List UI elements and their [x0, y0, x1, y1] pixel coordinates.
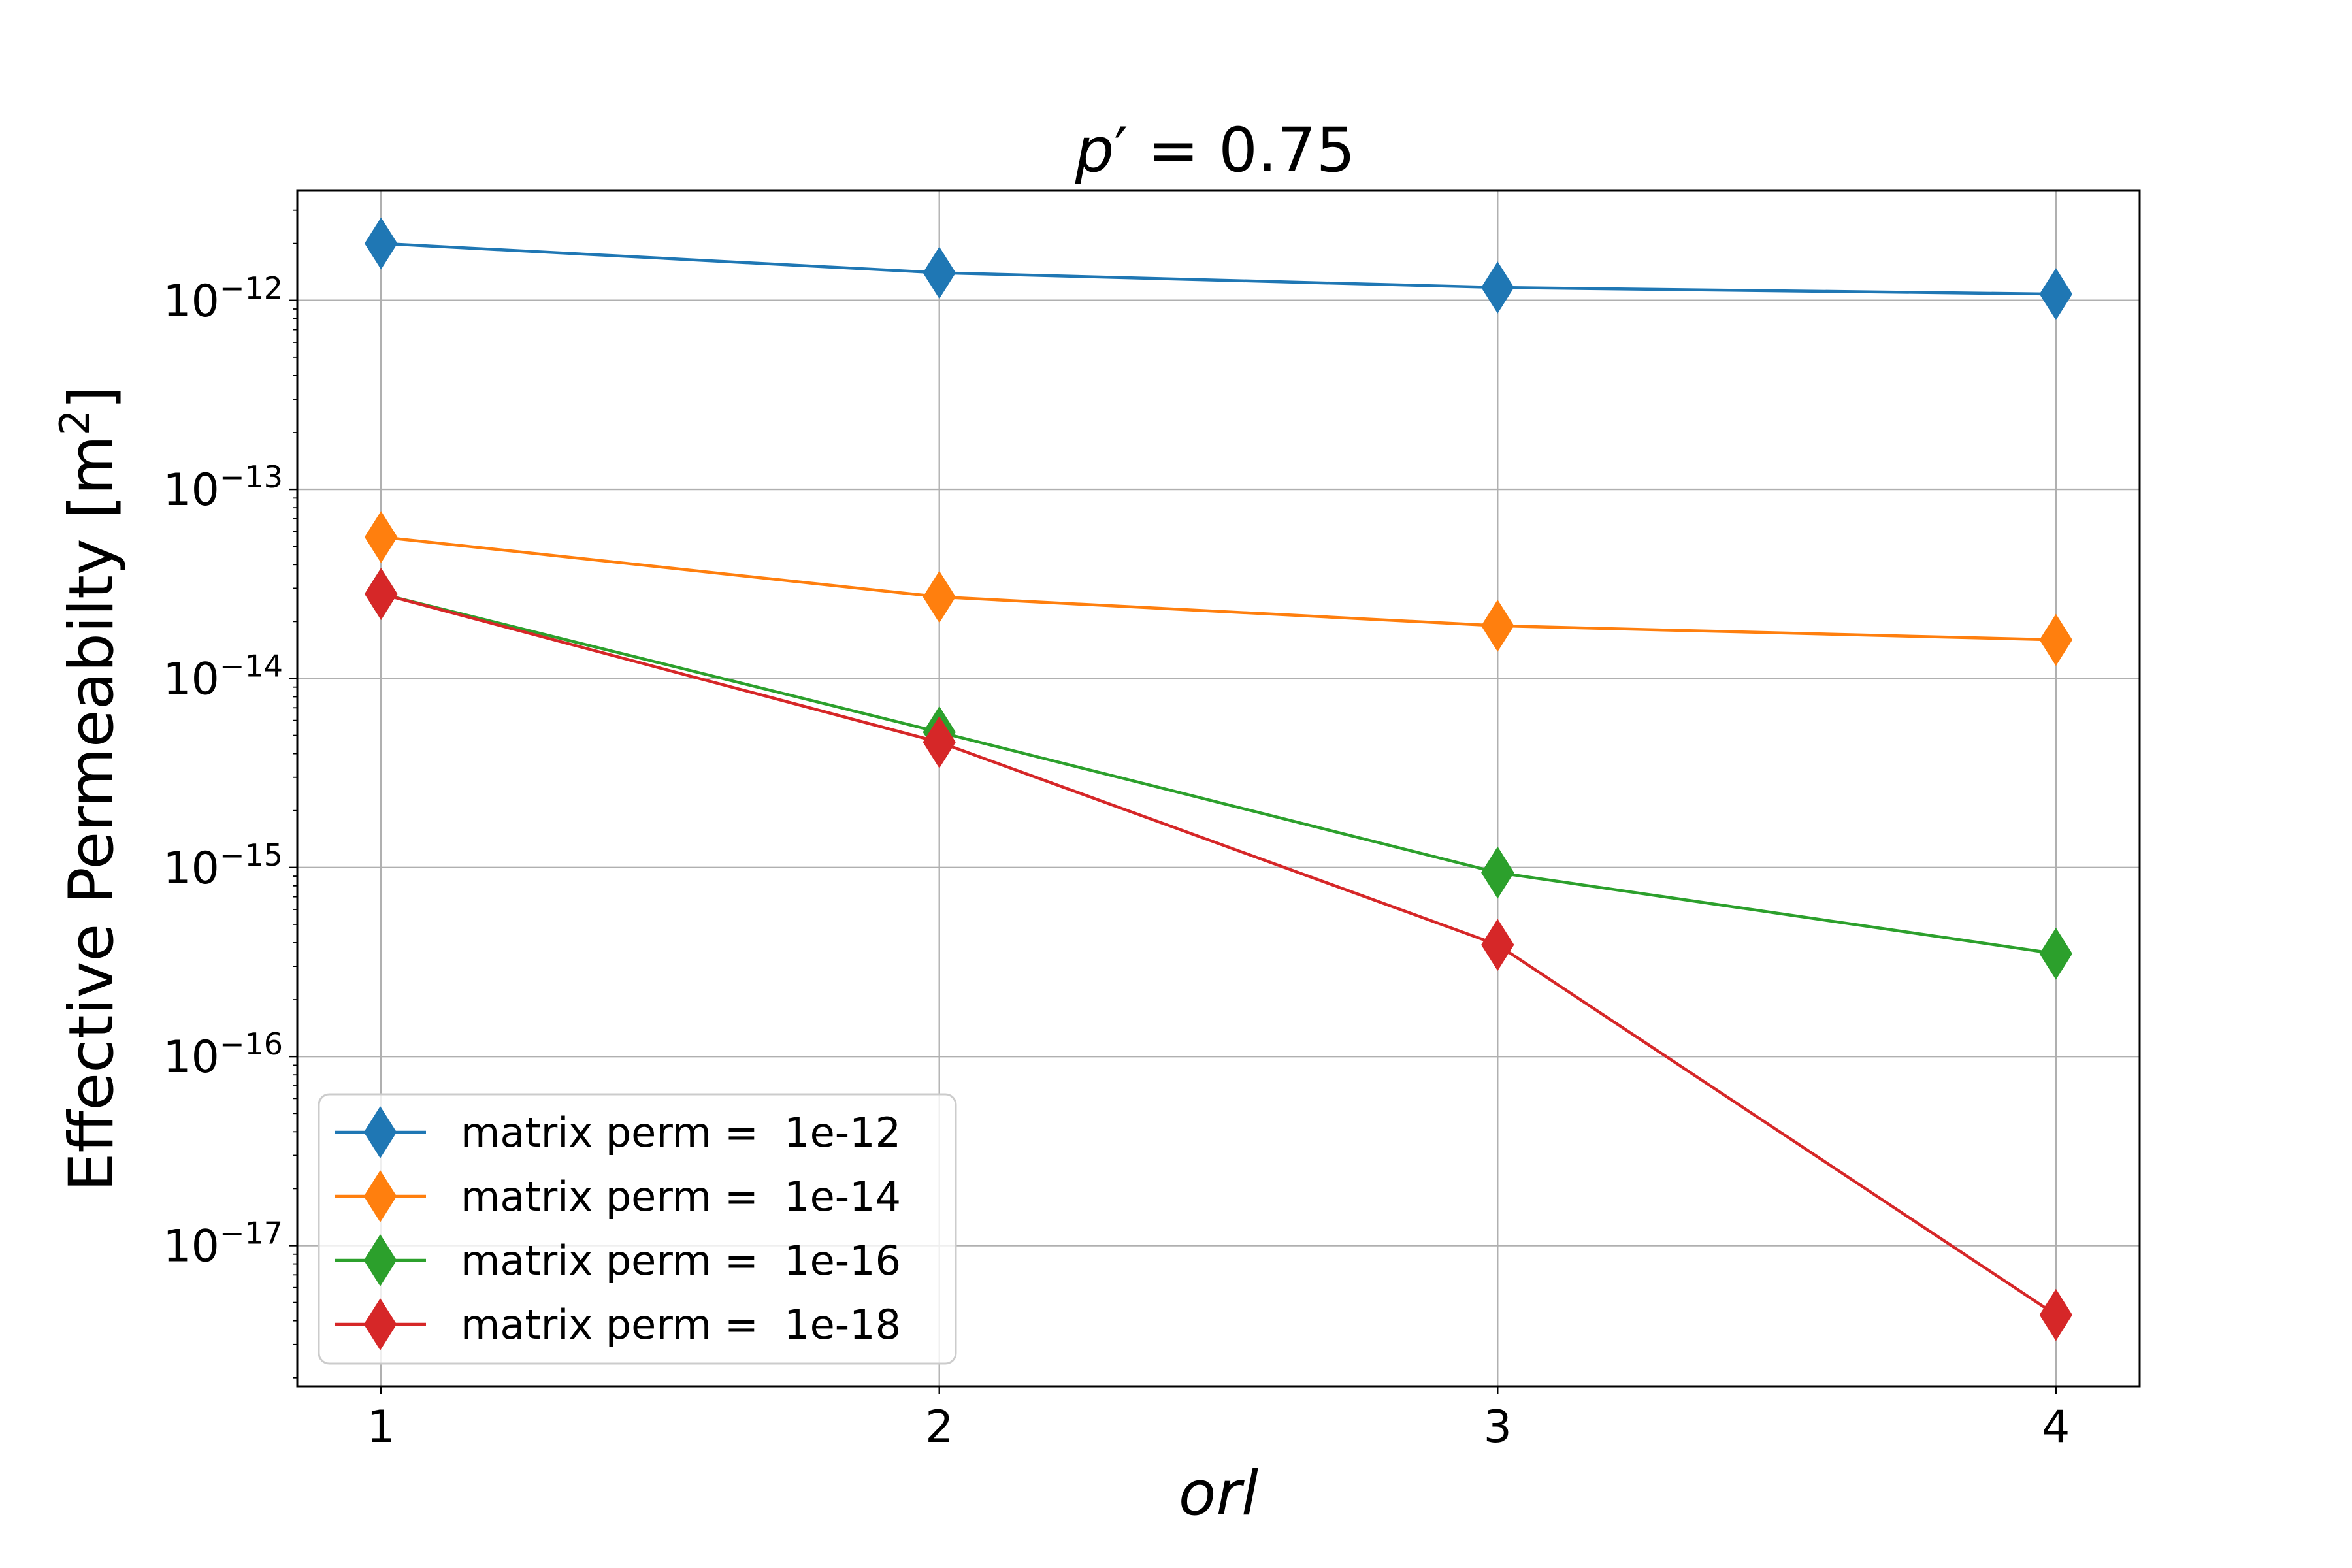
plot-frame: [296, 189, 2141, 1388]
grid: [297, 191, 2140, 1386]
data-point: [923, 570, 956, 623]
x-axis: 1 2 3 4: [367, 1386, 2070, 1453]
data-point: [1481, 599, 1514, 652]
data-point: [2039, 613, 2073, 666]
data-point: [2039, 268, 2073, 320]
x-tick-label: 2: [925, 1401, 953, 1453]
x-axis-label: orl: [1179, 1458, 1258, 1529]
x-tick-label: 4: [2042, 1401, 2070, 1453]
legend-item: matrix perm = 1e-12: [335, 1106, 901, 1158]
legend-marker: [363, 1234, 397, 1286]
legend-item: matrix perm = 1e-16: [335, 1234, 901, 1286]
data-point: [1481, 261, 1514, 314]
legend-marker: [363, 1106, 397, 1158]
legend-item: matrix perm = 1e-14: [335, 1170, 901, 1222]
y-tick-label: 10−13: [163, 459, 283, 516]
legend: matrix perm = 1e-12 matrix perm = 1e-14 ma…: [318, 1093, 957, 1365]
series-3: [364, 568, 2073, 980]
data-point: [364, 511, 398, 563]
y-tick-label: 10−15: [163, 838, 283, 894]
legend-marker: [363, 1298, 397, 1350]
y-tick-label: 10−17: [163, 1216, 283, 1273]
series-4: [364, 568, 2073, 1341]
y-tick-label: 10−14: [163, 648, 283, 705]
data-point: [2039, 927, 2073, 980]
data-point: [364, 568, 398, 620]
legend-label: matrix perm = 1e-16: [461, 1237, 901, 1284]
series-line: [380, 592, 2057, 955]
series-line: [380, 592, 2057, 1316]
legend-marker: [363, 1170, 397, 1222]
series-1: [364, 217, 2073, 320]
series-layer: [364, 217, 2073, 1341]
series-line: [380, 535, 2056, 642]
data-point: [923, 716, 956, 768]
legend-box: [318, 1093, 957, 1365]
y-tick-label: 10−16: [163, 1026, 283, 1083]
series-2: [364, 511, 2073, 666]
y-tick-label: 10−12: [163, 270, 283, 327]
y-axis: 10−12 10−13 10−14 10−15 10−16 10−17: [163, 209, 297, 1379]
y-axis-label: Effective Permeabilty [m2]: [51, 385, 128, 1192]
legend-label: matrix perm = 1e-14: [461, 1173, 901, 1220]
x-tick-label: 1: [367, 1401, 395, 1453]
legend-label: matrix perm = 1e-12: [461, 1109, 901, 1156]
legend-item: matrix perm = 1e-18: [335, 1298, 901, 1350]
chart-title: p′ = 0.75: [1075, 115, 1356, 186]
legend-label: matrix perm = 1e-18: [461, 1301, 901, 1348]
data-point: [2039, 1288, 2073, 1341]
data-point: [364, 217, 398, 270]
series-line: [381, 242, 2056, 296]
x-tick-label: 3: [1484, 1401, 1512, 1453]
data-point: [1481, 919, 1514, 972]
data-point: [1481, 846, 1514, 899]
data-point: [923, 246, 956, 299]
